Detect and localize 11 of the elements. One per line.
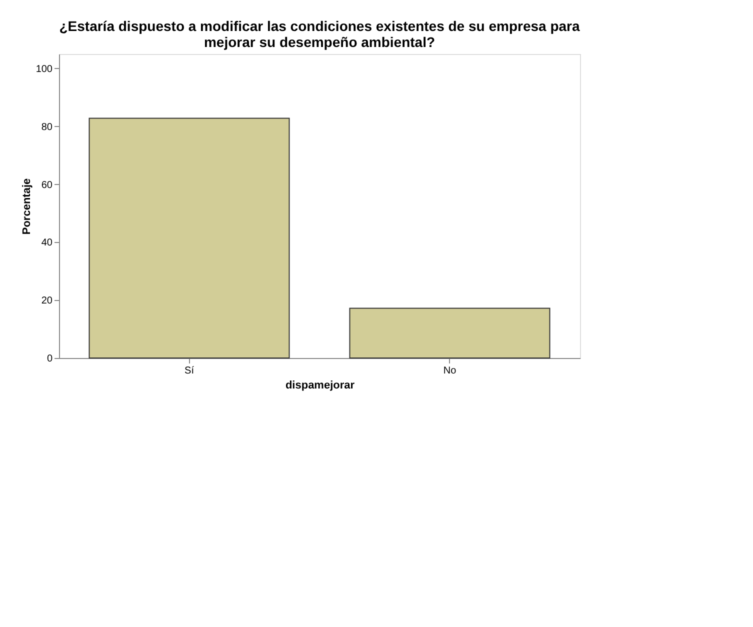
- y-tick-label: 40: [41, 238, 53, 249]
- y-tick-label: 100: [36, 64, 53, 75]
- y-tick-label: 60: [41, 180, 53, 191]
- y-tick-label: 0: [46, 354, 53, 364]
- x-tick-label: No: [443, 366, 457, 376]
- y-tick-label: 20: [41, 296, 53, 307]
- y-tick-label: 80: [41, 122, 53, 133]
- y-axis-title: Porcentaje: [20, 178, 33, 235]
- x-tick-label: Sí: [184, 366, 194, 376]
- chart-title: ¿Estaría dispuesto a modificar las condiciones existentes de su empresa para mejorar su desempeño ambiental?: [59, 18, 580, 50]
- x-axis-title: dispamejorar: [285, 380, 356, 392]
